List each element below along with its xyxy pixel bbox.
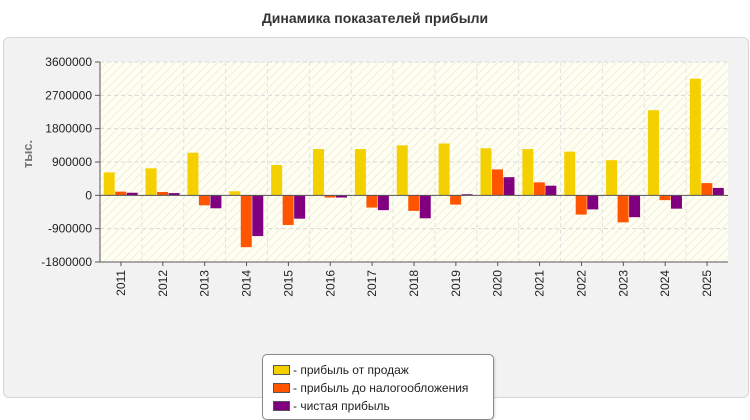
legend-swatch bbox=[273, 365, 290, 375]
bar-net-profit-2011 bbox=[126, 192, 138, 196]
y-tick-label: -1800000 bbox=[41, 255, 92, 269]
x-tick-label: 2013 bbox=[198, 270, 212, 297]
bar-pretax-profit-2013 bbox=[198, 195, 210, 206]
x-tick-label: 2025 bbox=[700, 270, 714, 297]
bar-sales-profit-2011 bbox=[103, 172, 115, 196]
bar-sales-profit-2022 bbox=[564, 151, 576, 196]
x-tick-label: 2023 bbox=[616, 270, 630, 297]
bar-net-profit-2020 bbox=[503, 177, 515, 196]
x-tick-label: 2018 bbox=[407, 270, 421, 297]
chart-plot: 3600000 2700000 1800000 900000 0 -900000 -1800… bbox=[20, 55, 728, 297]
bar-pretax-profit-2014 bbox=[240, 195, 252, 248]
chart-title: Динамика показателей прибыли bbox=[261, 10, 489, 26]
bar-pretax-profit-2017 bbox=[366, 195, 378, 208]
bar-sales-profit-2012 bbox=[145, 168, 157, 196]
legend-swatch bbox=[273, 401, 290, 411]
bar-sales-profit-2025 bbox=[689, 78, 701, 196]
bar-net-profit-2023 bbox=[629, 195, 641, 218]
bar-pretax-profit-2016 bbox=[324, 195, 336, 198]
bar-sales-profit-2014 bbox=[229, 191, 241, 196]
bar-sales-profit-2016 bbox=[313, 149, 325, 196]
legend-swatch bbox=[273, 383, 290, 393]
bar-net-profit-2021 bbox=[545, 185, 557, 196]
bar-pretax-profit-2012 bbox=[157, 192, 169, 196]
x-tick-label: 2014 bbox=[240, 270, 254, 297]
bar-net-profit-2012 bbox=[168, 193, 180, 196]
bar-net-profit-2022 bbox=[587, 195, 599, 210]
x-tick-label: 2021 bbox=[533, 270, 547, 297]
y-tick-label: -900000 bbox=[48, 222, 92, 236]
bar-pretax-profit-2018 bbox=[408, 195, 420, 211]
bar-sales-profit-2013 bbox=[187, 152, 199, 196]
bar-sales-profit-2020 bbox=[480, 148, 492, 196]
bar-pretax-profit-2021 bbox=[533, 182, 545, 196]
x-tick-label: 2015 bbox=[281, 270, 295, 297]
bar-net-profit-2024 bbox=[670, 195, 682, 209]
y-tick-label: 1800000 bbox=[45, 122, 92, 136]
y-tick-label: 3600000 bbox=[45, 55, 92, 69]
bar-sales-profit-2023 bbox=[606, 160, 618, 196]
bar-net-profit-2017 bbox=[377, 195, 389, 211]
bar-sales-profit-2015 bbox=[271, 164, 283, 196]
x-tick-label: 2011 bbox=[114, 270, 128, 296]
bar-pretax-profit-2022 bbox=[575, 195, 587, 215]
legend-label: - прибыль от продаж bbox=[293, 363, 409, 377]
y-tick-label: 2700000 bbox=[45, 88, 92, 102]
bar-sales-profit-2018 bbox=[396, 145, 408, 196]
x-tick-label: 2012 bbox=[156, 270, 170, 297]
bar-net-profit-2019 bbox=[461, 194, 473, 196]
legend-item-0: - прибыль от продаж bbox=[273, 361, 493, 379]
x-tick-label: 2017 bbox=[365, 270, 379, 297]
bar-pretax-profit-2023 bbox=[617, 195, 629, 223]
legend: - прибыль от продаж - прибыль до налогооб… bbox=[262, 354, 494, 420]
bar-net-profit-2015 bbox=[294, 195, 306, 219]
bar-pretax-profit-2020 bbox=[491, 169, 503, 196]
bar-sales-profit-2024 bbox=[647, 110, 659, 196]
bar-pretax-profit-2015 bbox=[282, 195, 294, 225]
bar-net-profit-2018 bbox=[419, 195, 431, 219]
legend-label: - чистая прибыль bbox=[293, 399, 390, 413]
y-tick-label: 0 bbox=[85, 188, 92, 202]
legend-label: - прибыль до налогообложения bbox=[293, 381, 469, 395]
x-tick-label: 2022 bbox=[574, 270, 588, 297]
bar-net-profit-2013 bbox=[210, 195, 222, 209]
bar-sales-profit-2017 bbox=[354, 149, 366, 196]
legend-item-1: - прибыль до налогообложения bbox=[273, 379, 493, 397]
plot-area bbox=[100, 62, 728, 262]
bar-net-profit-2025 bbox=[712, 187, 724, 196]
y-tick-label: 900000 bbox=[52, 155, 92, 169]
x-tick-label: 2019 bbox=[449, 270, 463, 297]
y-axis-label: тыс. bbox=[20, 140, 35, 168]
bar-sales-profit-2019 bbox=[438, 143, 450, 196]
x-tick-label: 2020 bbox=[491, 270, 505, 297]
bar-sales-profit-2021 bbox=[522, 149, 534, 196]
bar-net-profit-2014 bbox=[252, 195, 264, 237]
bar-pretax-profit-2019 bbox=[450, 195, 462, 205]
x-tick-label: 2024 bbox=[658, 270, 672, 297]
x-tick-label: 2016 bbox=[323, 270, 337, 297]
bar-pretax-profit-2025 bbox=[701, 183, 713, 196]
bar-net-profit-2016 bbox=[336, 195, 348, 198]
bar-pretax-profit-2024 bbox=[659, 195, 671, 201]
bar-pretax-profit-2011 bbox=[115, 191, 127, 196]
chart-panel: 3600000 2700000 1800000 900000 0 -900000 -1800… bbox=[3, 37, 749, 420]
